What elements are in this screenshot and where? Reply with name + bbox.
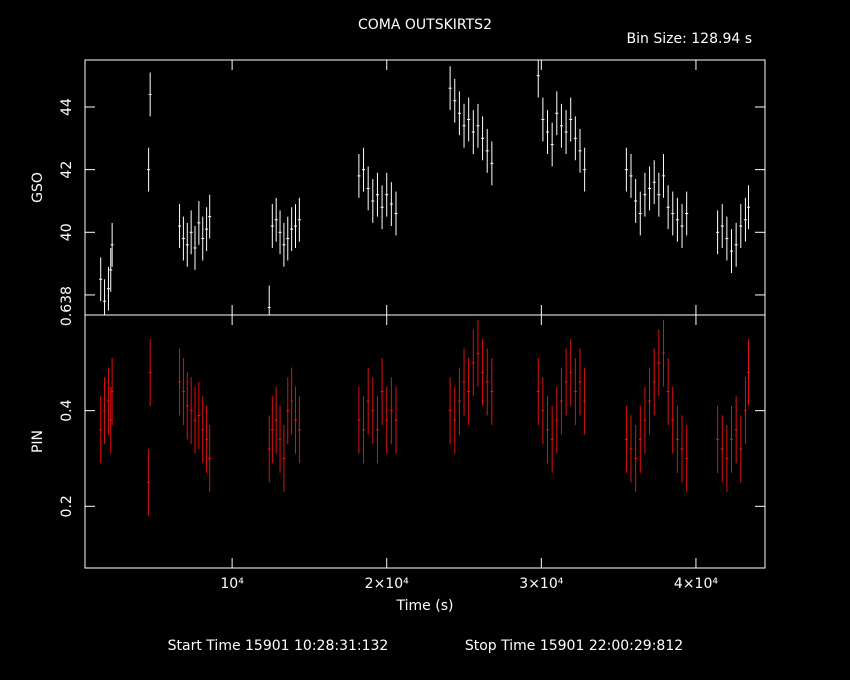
start-time: Start Time 15901 10:28:31:132 xyxy=(168,638,389,654)
bottom-frame xyxy=(84,314,766,569)
x-axis-label: Time (s) xyxy=(396,598,454,614)
y-tick-label: 44 xyxy=(59,98,75,116)
y-tick-label: 42 xyxy=(59,161,75,179)
stop-time: Stop Time 15901 22:00:29:812 xyxy=(465,638,683,654)
y-axis-label: GSO xyxy=(30,172,46,203)
y-axis-label: PIN xyxy=(30,430,46,453)
y-tick-label: 0.4 xyxy=(59,399,75,421)
y-tick-label: 0.2 xyxy=(59,495,75,517)
x-tick-label: 3×10⁴ xyxy=(519,576,563,592)
bin-size: Bin Size: 128.94 s xyxy=(627,31,752,47)
y-tick-label: 40 xyxy=(59,223,75,241)
x-tick-label: 10⁴ xyxy=(220,576,244,592)
y-tick-label: 38 xyxy=(59,286,75,304)
chart-title: COMA OUTSKIRTS2 xyxy=(358,17,492,33)
x-tick-label: 4×10⁴ xyxy=(674,576,718,592)
y-tick-label: 0.6 xyxy=(59,304,75,326)
x-tick-label: 2×10⁴ xyxy=(365,576,409,592)
